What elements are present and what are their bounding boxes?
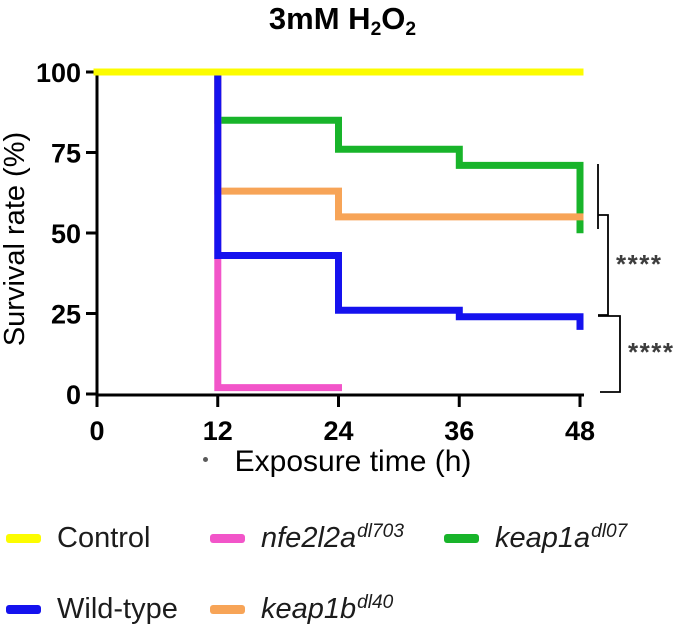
y-tick-label: 75 bbox=[51, 139, 81, 169]
title-text: O bbox=[381, 1, 406, 36]
x-tick-label: 36 bbox=[444, 416, 474, 446]
legend-label-sup: dl703 bbox=[357, 520, 404, 542]
legend-label-sup: dl40 bbox=[357, 591, 394, 613]
x-tick-label: 0 bbox=[89, 416, 104, 446]
survival-plot: 0 25 50 75 100 0 12 24 36 48 **** **** bbox=[36, 58, 674, 446]
legend-label-text: Wild-type bbox=[57, 592, 178, 625]
chart-title: 3mM H2O2 bbox=[175, 1, 510, 41]
significance-bracket bbox=[598, 315, 621, 393]
legend-swatch-wild-type bbox=[6, 604, 41, 614]
title-subscript: 2 bbox=[405, 19, 417, 41]
legend-swatch-keap1a bbox=[444, 533, 479, 543]
x-tick-label: 12 bbox=[203, 416, 233, 446]
legend-label-text: keap1a bbox=[495, 521, 591, 554]
x-tick-label: 48 bbox=[565, 416, 595, 446]
title-subscript: 2 bbox=[370, 19, 382, 41]
y-tick-label: 100 bbox=[36, 58, 81, 88]
y-tick-label: 50 bbox=[51, 219, 81, 249]
curve-wild-type bbox=[93, 68, 584, 330]
legend-swatch-control bbox=[6, 533, 41, 543]
significance-stars: **** bbox=[616, 249, 662, 279]
legend-item-nfe2l2a: nfe2l2adl703 bbox=[210, 520, 444, 555]
legend-label-keap1a: keap1adl07 bbox=[495, 520, 628, 555]
stray-mark bbox=[203, 457, 208, 462]
legend-item-control: Control bbox=[6, 522, 210, 555]
legend-label-text: nfe2l2a bbox=[261, 521, 357, 554]
legend-swatch-nfe2l2a bbox=[210, 533, 245, 543]
legend-label-control: Control bbox=[57, 522, 152, 555]
legend-item-keap1b: keap1bdl40 bbox=[210, 591, 444, 626]
legend-item-wild-type: Wild-type bbox=[6, 593, 210, 626]
y-tick-label: 0 bbox=[66, 380, 81, 410]
chart-legend: Control nfe2l2adl703 keap1adl07 Wild-typ… bbox=[6, 512, 684, 629]
legend-label-wild-type: Wild-type bbox=[57, 593, 179, 626]
legend-label-sup: dl07 bbox=[591, 520, 628, 542]
y-tick-label: 25 bbox=[51, 300, 81, 330]
legend-label-keap1b: keap1bdl40 bbox=[261, 591, 394, 626]
legend-label-text: keap1b bbox=[261, 592, 357, 625]
legend-swatch-keap1b bbox=[210, 604, 245, 614]
legend-label-nfe2l2a: nfe2l2adl703 bbox=[261, 520, 404, 555]
x-tick-label: 24 bbox=[323, 416, 353, 446]
legend-label-text: Control bbox=[57, 521, 151, 554]
legend-item-keap1a: keap1adl07 bbox=[444, 520, 684, 555]
x-axis-title: Exposure time (h) bbox=[234, 445, 472, 478]
significance-stars: **** bbox=[628, 337, 674, 367]
significance-bracket bbox=[598, 214, 609, 316]
title-text: 3mM H bbox=[268, 1, 371, 36]
